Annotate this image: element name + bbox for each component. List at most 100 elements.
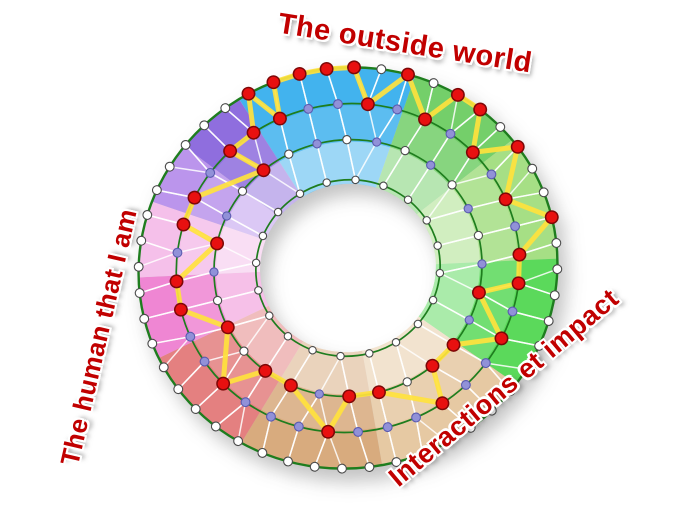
highlight-node[interactable] (360, 97, 375, 112)
node[interactable] (314, 389, 324, 399)
highlight-node[interactable] (446, 337, 461, 352)
highlight-node[interactable] (210, 236, 225, 251)
node[interactable] (400, 145, 410, 156)
node[interactable] (273, 207, 283, 217)
node[interactable] (411, 412, 422, 423)
node[interactable] (147, 338, 158, 349)
node[interactable] (552, 264, 563, 275)
highlight-node[interactable] (169, 274, 184, 289)
node[interactable] (266, 411, 277, 422)
node[interactable] (413, 319, 423, 329)
node[interactable] (486, 405, 497, 416)
node[interactable] (233, 436, 244, 447)
node[interactable] (551, 238, 562, 249)
node[interactable] (534, 340, 545, 352)
highlight-node[interactable] (465, 145, 480, 160)
node[interactable] (237, 186, 248, 196)
node[interactable] (477, 259, 487, 269)
highlight-node[interactable] (471, 285, 486, 300)
highlight-node[interactable] (173, 302, 188, 317)
node[interactable] (185, 331, 196, 342)
highlight-node[interactable] (450, 87, 465, 102)
node[interactable] (543, 316, 554, 327)
node[interactable] (151, 185, 163, 196)
node[interactable] (527, 163, 538, 174)
highlight-node[interactable] (241, 86, 256, 101)
node[interactable] (283, 332, 293, 341)
node[interactable] (283, 456, 294, 467)
node[interactable] (303, 103, 314, 115)
highlight-node[interactable] (400, 67, 415, 82)
node[interactable] (265, 311, 274, 320)
node[interactable] (510, 221, 521, 232)
node[interactable] (240, 397, 251, 408)
node[interactable] (392, 104, 403, 115)
node[interactable] (391, 338, 401, 347)
node[interactable] (480, 358, 491, 369)
highlight-node[interactable] (473, 102, 488, 117)
highlight-node[interactable] (494, 331, 509, 346)
node[interactable] (212, 295, 223, 306)
sector-green-bright[interactable] (407, 235, 584, 403)
node[interactable] (190, 404, 201, 415)
node[interactable] (220, 103, 231, 114)
highlight-node[interactable] (319, 61, 334, 76)
node[interactable] (309, 461, 320, 472)
node[interactable] (447, 180, 457, 190)
node[interactable] (435, 268, 445, 278)
highlight-node[interactable] (435, 396, 450, 411)
node[interactable] (426, 160, 436, 170)
node[interactable] (180, 139, 191, 151)
node[interactable] (142, 210, 153, 221)
node[interactable] (199, 356, 210, 367)
node[interactable] (295, 189, 305, 198)
node[interactable] (417, 448, 428, 459)
highlight-node[interactable] (347, 60, 362, 75)
node[interactable] (460, 380, 472, 391)
node[interactable] (134, 288, 145, 299)
sector-green-light[interactable] (405, 135, 562, 289)
node[interactable] (428, 295, 438, 305)
node[interactable] (209, 267, 219, 277)
node[interactable] (353, 426, 364, 438)
node[interactable] (473, 230, 484, 241)
highlight-node[interactable] (256, 163, 271, 178)
highlight-node[interactable] (246, 125, 261, 140)
highlight-node[interactable] (272, 111, 287, 126)
node[interactable] (312, 139, 322, 149)
node[interactable] (342, 135, 352, 145)
highlight-node[interactable] (321, 424, 336, 439)
node[interactable] (322, 178, 331, 187)
node[interactable] (538, 187, 549, 198)
node[interactable] (549, 290, 560, 301)
node[interactable] (351, 175, 360, 185)
node[interactable] (336, 351, 345, 361)
node[interactable] (465, 422, 476, 434)
highlight-node[interactable] (425, 358, 440, 373)
node[interactable] (382, 422, 393, 433)
highlight-node[interactable] (498, 192, 513, 207)
node[interactable] (464, 315, 474, 325)
node[interactable] (284, 149, 294, 159)
highlight-node[interactable] (544, 210, 559, 225)
highlight-node[interactable] (220, 320, 235, 335)
node[interactable] (158, 362, 169, 373)
node[interactable] (364, 462, 375, 473)
node[interactable] (254, 286, 263, 295)
node[interactable] (379, 181, 388, 191)
highlight-node[interactable] (258, 363, 273, 378)
highlight-node[interactable] (283, 378, 298, 393)
node[interactable] (332, 99, 344, 110)
highlight-node[interactable] (187, 190, 202, 205)
node[interactable] (376, 64, 387, 75)
node[interactable] (337, 463, 348, 474)
node[interactable] (133, 261, 144, 272)
node[interactable] (365, 349, 374, 358)
node[interactable] (445, 128, 456, 139)
node[interactable] (486, 169, 497, 180)
node[interactable] (442, 437, 453, 448)
node[interactable] (136, 235, 147, 246)
node[interactable] (505, 386, 516, 397)
node[interactable] (428, 78, 439, 89)
node[interactable] (139, 313, 150, 324)
